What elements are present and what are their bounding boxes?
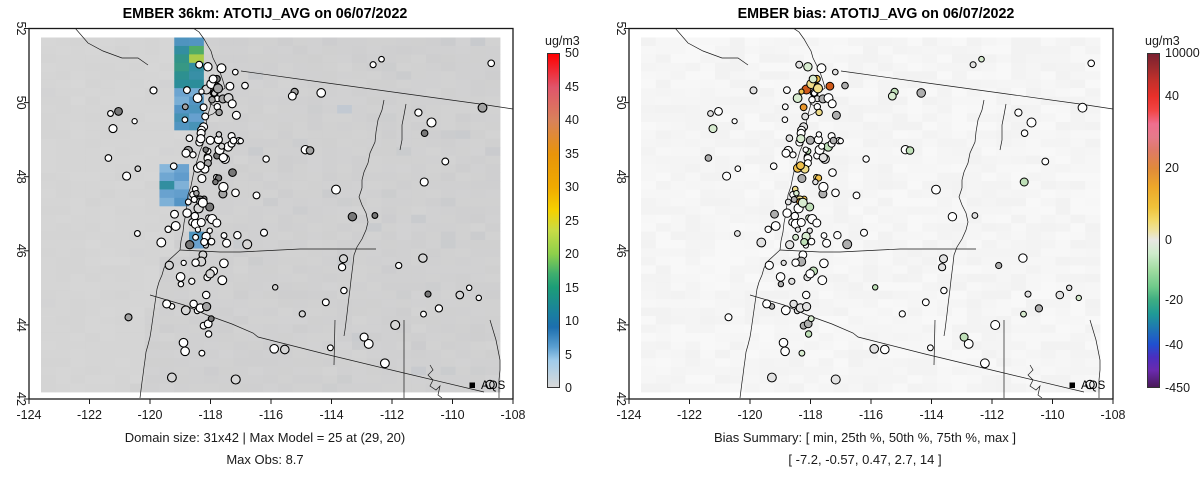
svg-text:-124: -124 bbox=[616, 408, 641, 422]
svg-text:-116: -116 bbox=[259, 408, 283, 422]
svg-text:50: 50 bbox=[614, 96, 628, 110]
svg-text:52: 52 bbox=[14, 22, 28, 36]
svg-text:44: 44 bbox=[614, 318, 628, 332]
svg-text:-120: -120 bbox=[137, 408, 162, 422]
svg-text:-122: -122 bbox=[677, 408, 702, 422]
svg-text:-118: -118 bbox=[198, 408, 222, 422]
svg-text:AQS: AQS bbox=[1081, 380, 1106, 392]
svg-text:Domain size: 31x42 | Max Model: Domain size: 31x42 | Max Model = 25 at (… bbox=[125, 430, 406, 445]
svg-text:42: 42 bbox=[614, 392, 628, 406]
svg-text:Bias Summary: [ min, 25th %, 5: Bias Summary: [ min, 25th %, 50th %, 75t… bbox=[714, 430, 1016, 445]
svg-text:-122: -122 bbox=[77, 408, 102, 422]
svg-text:EMBER 36km: ATOTIJ_AVG on 06/0: EMBER 36km: ATOTIJ_AVG on 06/07/2022 bbox=[123, 6, 408, 22]
svg-text:-108: -108 bbox=[500, 408, 525, 422]
svg-text:-114: -114 bbox=[319, 408, 343, 422]
svg-text:Max Obs: 8.7: Max Obs: 8.7 bbox=[226, 452, 303, 467]
svg-text:46: 46 bbox=[14, 244, 28, 258]
svg-text:EMBER bias: ATOTIJ_AVG on 06/0: EMBER bias: ATOTIJ_AVG on 06/07/2022 bbox=[738, 6, 1015, 22]
svg-text:42: 42 bbox=[14, 392, 28, 406]
svg-text:48: 48 bbox=[614, 170, 628, 184]
svg-text:[ -7.2, -0.57, 0.47, 2.7,: [ -7.2, -0.57, 0.47, 2.7, 14 ] bbox=[788, 452, 941, 467]
svg-text:-120: -120 bbox=[737, 408, 762, 422]
svg-text:-116: -116 bbox=[859, 408, 883, 422]
svg-text:44: 44 bbox=[14, 318, 28, 332]
svg-text:48: 48 bbox=[14, 170, 28, 184]
svg-text:-108: -108 bbox=[1100, 408, 1125, 422]
svg-text:-112: -112 bbox=[380, 408, 404, 422]
svg-text:AQS: AQS bbox=[481, 380, 506, 392]
svg-text:50: 50 bbox=[14, 96, 28, 110]
svg-text:-110: -110 bbox=[1040, 408, 1064, 422]
svg-text:-114: -114 bbox=[919, 408, 943, 422]
svg-text:46: 46 bbox=[614, 244, 628, 258]
svg-text:-110: -110 bbox=[440, 408, 464, 422]
svg-text:-118: -118 bbox=[798, 408, 822, 422]
svg-text:-112: -112 bbox=[980, 408, 1004, 422]
svg-text:-124: -124 bbox=[16, 408, 41, 422]
svg-text:52: 52 bbox=[614, 22, 628, 36]
